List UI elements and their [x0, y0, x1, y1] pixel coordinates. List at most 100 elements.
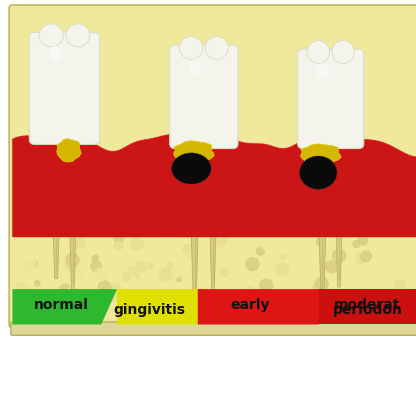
Circle shape — [183, 244, 193, 255]
Ellipse shape — [205, 36, 228, 59]
Circle shape — [396, 280, 404, 289]
Circle shape — [35, 281, 40, 286]
Polygon shape — [207, 139, 219, 291]
Polygon shape — [333, 139, 345, 287]
Circle shape — [170, 314, 182, 325]
Circle shape — [339, 158, 352, 171]
Circle shape — [167, 262, 173, 268]
Circle shape — [296, 166, 308, 178]
Circle shape — [73, 242, 79, 248]
Circle shape — [333, 293, 341, 301]
Circle shape — [282, 302, 294, 314]
Circle shape — [355, 315, 364, 324]
Circle shape — [48, 224, 57, 233]
Circle shape — [363, 297, 370, 305]
Circle shape — [121, 162, 132, 172]
Circle shape — [173, 221, 181, 229]
Circle shape — [262, 151, 269, 158]
Circle shape — [204, 158, 215, 168]
Ellipse shape — [66, 24, 90, 47]
Circle shape — [180, 225, 192, 237]
Circle shape — [173, 184, 185, 196]
Circle shape — [315, 277, 328, 290]
Circle shape — [195, 206, 200, 211]
Circle shape — [84, 185, 95, 196]
Circle shape — [265, 287, 270, 291]
Circle shape — [235, 155, 243, 163]
Polygon shape — [12, 134, 416, 237]
Circle shape — [195, 164, 206, 176]
Circle shape — [94, 309, 100, 315]
Circle shape — [326, 261, 338, 273]
FancyBboxPatch shape — [11, 322, 416, 335]
Circle shape — [229, 193, 237, 201]
Circle shape — [61, 230, 65, 235]
Circle shape — [172, 270, 180, 278]
Circle shape — [94, 255, 98, 260]
FancyBboxPatch shape — [9, 5, 416, 328]
Circle shape — [258, 284, 266, 292]
Circle shape — [131, 238, 143, 250]
Circle shape — [378, 305, 384, 311]
Circle shape — [25, 314, 32, 320]
Circle shape — [44, 187, 54, 197]
Circle shape — [108, 290, 119, 302]
Circle shape — [222, 186, 235, 199]
Circle shape — [361, 251, 371, 262]
Circle shape — [72, 269, 84, 281]
Circle shape — [240, 153, 253, 165]
Circle shape — [45, 220, 55, 229]
Circle shape — [134, 304, 141, 310]
Circle shape — [240, 220, 251, 230]
Circle shape — [24, 206, 30, 213]
Circle shape — [24, 286, 30, 292]
Circle shape — [292, 173, 305, 186]
Ellipse shape — [307, 40, 329, 64]
Circle shape — [62, 170, 75, 183]
Polygon shape — [316, 139, 329, 295]
Circle shape — [120, 198, 126, 203]
Circle shape — [257, 247, 265, 255]
Circle shape — [98, 281, 111, 293]
Polygon shape — [117, 289, 213, 324]
Circle shape — [120, 182, 126, 188]
Ellipse shape — [39, 24, 63, 47]
Polygon shape — [50, 135, 62, 279]
Circle shape — [89, 161, 95, 167]
Circle shape — [381, 223, 386, 229]
Circle shape — [79, 169, 92, 182]
Circle shape — [177, 277, 181, 282]
Circle shape — [201, 214, 211, 224]
Circle shape — [50, 149, 56, 154]
Circle shape — [216, 193, 223, 200]
Circle shape — [337, 180, 345, 188]
Polygon shape — [300, 144, 341, 165]
Circle shape — [214, 312, 225, 322]
Circle shape — [180, 225, 193, 238]
Circle shape — [295, 311, 302, 318]
Circle shape — [68, 287, 74, 294]
Circle shape — [214, 225, 227, 238]
FancyBboxPatch shape — [29, 32, 100, 144]
Circle shape — [123, 273, 131, 281]
Circle shape — [76, 238, 86, 248]
Circle shape — [114, 241, 123, 250]
Circle shape — [162, 292, 172, 302]
Circle shape — [79, 293, 85, 300]
Circle shape — [147, 305, 152, 310]
Circle shape — [371, 220, 376, 226]
Circle shape — [347, 182, 354, 191]
Circle shape — [334, 236, 342, 244]
Circle shape — [394, 172, 399, 177]
Circle shape — [203, 284, 213, 294]
Circle shape — [335, 200, 345, 210]
Circle shape — [358, 236, 367, 245]
Circle shape — [146, 203, 152, 209]
Circle shape — [200, 314, 208, 322]
Circle shape — [104, 297, 109, 301]
Circle shape — [74, 159, 79, 163]
Ellipse shape — [332, 40, 354, 64]
Circle shape — [298, 182, 310, 194]
Circle shape — [285, 223, 291, 228]
Circle shape — [314, 148, 320, 154]
